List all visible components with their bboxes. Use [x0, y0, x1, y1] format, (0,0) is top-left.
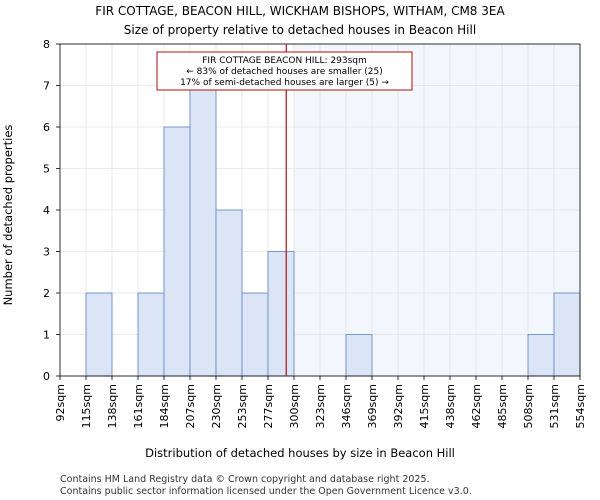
annotation-line-1: FIR COTTAGE BEACON HILL: 293sqm: [202, 56, 366, 66]
y-axis-label: Number of detached properties: [1, 125, 15, 306]
x-tick-label: 462sqm: [470, 384, 483, 428]
x-tick-label: 323sqm: [314, 384, 327, 428]
x-tick-label: 531sqm: [548, 384, 561, 428]
y-tick-label: 0: [43, 370, 50, 383]
bar-184sqm: [163, 126, 191, 377]
x-tick-label: 184sqm: [158, 384, 171, 428]
x-tick-label: 161sqm: [132, 384, 145, 428]
y-tick-label: 5: [43, 163, 50, 176]
y-tick-label: 2: [43, 287, 50, 300]
x-tick-label: 277sqm: [262, 384, 275, 428]
x-tick-label: 300sqm: [288, 384, 301, 428]
y-tick-label: 7: [43, 80, 50, 93]
y-tick-label: 4: [43, 204, 50, 217]
y-tick-label: 1: [43, 329, 50, 342]
x-tick-label: 115sqm: [80, 384, 93, 428]
bar-508sqm: [527, 334, 555, 377]
bar-161sqm: [137, 292, 165, 377]
bar-531sqm: [553, 292, 581, 377]
x-tick-label: 207sqm: [184, 384, 197, 428]
x-tick-label: 92sqm: [54, 384, 67, 421]
x-tick-label: 508sqm: [522, 384, 535, 428]
x-tick-label: 485sqm: [496, 384, 509, 428]
x-axis-label: Distribution of detached houses by size …: [145, 446, 455, 460]
x-tick-label: 230sqm: [210, 384, 223, 428]
bar-230sqm: [215, 209, 243, 377]
annotation-line-3: 17% of semi-detached houses are larger (…: [180, 78, 389, 88]
x-tick-label: 369sqm: [366, 384, 379, 428]
chart-subtitle: Size of property relative to detached ho…: [124, 23, 476, 37]
bar-253sqm: [241, 292, 269, 377]
annotation-line-2: ← 83% of detached houses are smaller (25…: [186, 67, 383, 77]
x-tick-label: 415sqm: [418, 384, 431, 428]
x-tick-label: 253sqm: [236, 384, 249, 428]
footer-line-1: Contains HM Land Registry data © Crown c…: [60, 474, 430, 485]
x-tick-label: 346sqm: [340, 384, 353, 428]
x-tick-label: 438sqm: [444, 384, 457, 428]
chart-title: FIR COTTAGE, BEACON HILL, WICKHAM BISHOP…: [95, 4, 505, 18]
annotation-box: [156, 51, 413, 91]
bar-277sqm: [267, 251, 295, 377]
y-axis-ticks: 0 1 2 3 4 5 6 7 8: [43, 38, 60, 383]
x-axis-ticks: 92sqm 115sqm 138sqm 161sqm 184sqm 207sqm 230sq…: [54, 376, 587, 428]
bars-layer: [85, 85, 581, 377]
x-tick-label: 554sqm: [574, 384, 587, 428]
x-tick-label: 138sqm: [106, 384, 119, 428]
x-tick-label: 392sqm: [392, 384, 405, 428]
footer-line-2: Contains public sector information licen…: [60, 486, 472, 497]
property-annotation: FIR COTTAGE BEACON HILL: 293sqm ← 83% of…: [156, 51, 413, 91]
bar-346sqm: [345, 334, 373, 377]
bar-115sqm: [85, 292, 113, 377]
y-tick-label: 3: [43, 246, 50, 259]
y-tick-label: 6: [43, 121, 50, 134]
y-tick-label: 8: [43, 38, 50, 51]
bar-207sqm: [189, 85, 217, 377]
